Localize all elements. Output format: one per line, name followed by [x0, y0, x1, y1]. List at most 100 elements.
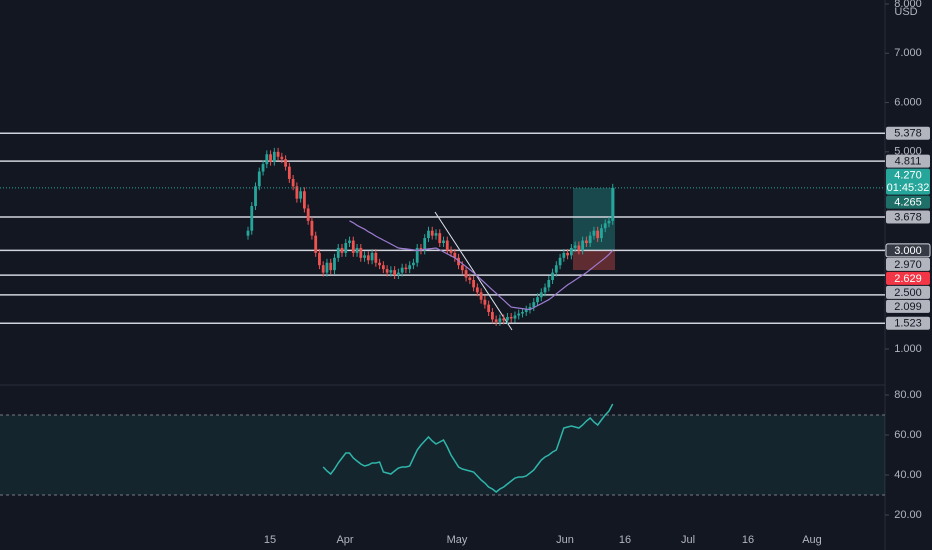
candle-body	[502, 318, 506, 321]
y-tick-label: 8.000	[894, 0, 922, 10]
candle-body	[562, 252, 566, 258]
currency: USD	[894, 6, 917, 18]
candle-body	[370, 252, 374, 261]
candle-body	[291, 178, 295, 187]
price-label: 4.811	[895, 156, 922, 168]
price-label: 3.000	[894, 245, 922, 257]
candle-body	[381, 265, 385, 270]
candle-body	[359, 247, 363, 258]
y-tick-label: 7.000	[894, 47, 922, 59]
price-label: 5.378	[894, 128, 922, 140]
candle-body	[453, 252, 457, 258]
price-label: 2.629	[894, 273, 922, 285]
candle-body	[374, 252, 378, 263]
countdown: 01:45:32	[887, 182, 930, 194]
price-label-box	[886, 316, 930, 330]
candle-body	[430, 230, 434, 236]
candle-body	[280, 156, 284, 160]
candle-body	[348, 240, 351, 244]
candle-body	[389, 270, 393, 273]
candle-body	[276, 151, 280, 157]
x-tick-label: Jun	[556, 534, 574, 546]
x-tick-label: May	[447, 534, 468, 546]
candle-body	[299, 191, 303, 199]
price-label-box	[886, 210, 930, 224]
candle-body	[577, 245, 581, 251]
candle-body	[287, 166, 291, 179]
candle-body	[487, 304, 491, 313]
candle-body	[592, 230, 596, 236]
candle-body	[378, 262, 381, 266]
candle-body	[449, 250, 453, 253]
price-label-box	[886, 257, 930, 271]
candle-body	[479, 292, 483, 300]
candle-body	[460, 265, 464, 271]
candle-body	[491, 312, 494, 320]
candle-body	[517, 313, 521, 316]
candle-body	[434, 233, 438, 236]
candle-body	[532, 302, 536, 308]
candle-body	[442, 240, 445, 244]
candle-body	[272, 151, 276, 162]
rsi-tick-label: 80.00	[894, 389, 922, 401]
candle-body	[536, 297, 539, 303]
candle-body	[494, 319, 498, 322]
candle-body	[254, 186, 257, 207]
y-tick-label: 1.000	[894, 343, 922, 355]
candle-body	[415, 247, 419, 263]
candle-body	[261, 164, 265, 172]
candle-body	[310, 220, 314, 236]
price-label: 4.270	[894, 170, 922, 182]
candle-body	[539, 292, 543, 298]
candle-body	[306, 208, 310, 221]
candle-body	[524, 309, 528, 313]
candle-body	[468, 277, 472, 280]
candle-body	[423, 238, 427, 251]
candle-body	[547, 280, 551, 288]
price-label-box	[886, 195, 930, 209]
candle-body	[284, 159, 287, 167]
candle-body	[321, 265, 325, 273]
candle-body	[412, 262, 415, 266]
candle-body	[404, 267, 408, 270]
price-label: 2.500	[894, 287, 922, 299]
candle-body	[506, 316, 509, 321]
candle-body	[596, 230, 600, 239]
candle-body	[408, 265, 412, 270]
candle-body	[464, 270, 468, 278]
candle-body	[419, 247, 423, 251]
candle-body	[336, 247, 340, 258]
candle-body	[318, 252, 321, 266]
x-tick-label: Aug	[802, 534, 822, 546]
moving-average	[349, 220, 614, 311]
x-tick-label: Apr	[336, 534, 353, 546]
candle-body	[246, 230, 250, 236]
candle-body	[303, 191, 306, 209]
candle-body	[603, 223, 607, 229]
candle-body	[355, 247, 359, 253]
candle-body	[581, 240, 585, 251]
price-label-box	[886, 285, 930, 299]
candle-body	[521, 312, 524, 314]
x-tick-label: 16	[619, 534, 631, 546]
candle-body	[427, 230, 430, 239]
candle-body	[588, 235, 592, 244]
rsi-line	[322, 403, 614, 493]
candle-body	[607, 220, 611, 224]
position-stop	[573, 250, 615, 270]
price-label-box	[886, 168, 930, 195]
price-label-box	[886, 299, 930, 313]
candle-body	[344, 243, 348, 253]
candle-body	[600, 228, 603, 239]
position-target	[573, 188, 615, 250]
candle-body	[295, 186, 299, 199]
candle-body	[573, 245, 577, 248]
candle-body	[445, 240, 449, 251]
candle-body	[269, 154, 272, 162]
x-tick-label: 15	[264, 534, 276, 546]
price-label: 2.099	[894, 301, 922, 313]
candle-body	[543, 287, 547, 293]
